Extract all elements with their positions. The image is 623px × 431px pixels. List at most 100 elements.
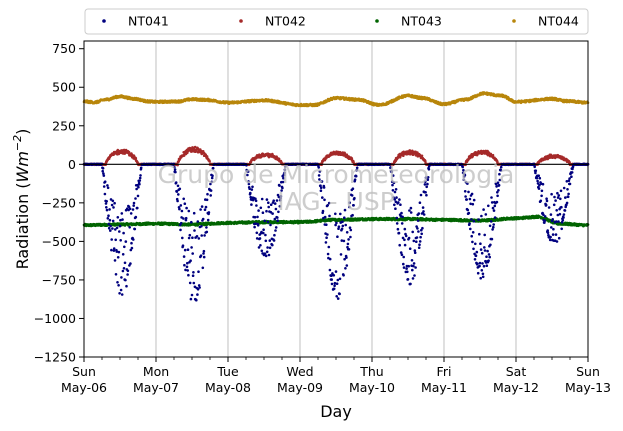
point-NT041 — [324, 241, 328, 244]
point-NT041 — [256, 224, 260, 227]
point-NT041 — [179, 204, 183, 207]
point-NT041 — [105, 200, 108, 203]
point-NT041 — [198, 286, 201, 289]
point-NT041 — [192, 211, 196, 215]
point-NT041 — [340, 227, 344, 231]
point-NT041 — [122, 231, 125, 235]
point-NT041 — [205, 198, 209, 202]
point-NT041 — [272, 199, 276, 202]
point-NT041 — [120, 293, 124, 296]
point-NT041 — [114, 273, 118, 276]
point-NT041 — [139, 166, 143, 170]
point-NT041 — [206, 192, 209, 196]
point-NT041 — [184, 268, 187, 272]
point-NT041 — [183, 202, 187, 205]
point-NT041 — [327, 245, 331, 249]
point-NT041 — [266, 246, 269, 249]
point-NT041 — [347, 248, 351, 251]
point-NT041 — [200, 234, 203, 237]
point-NT041 — [273, 233, 276, 237]
point-NT041 — [207, 211, 211, 214]
point-NT041 — [333, 284, 336, 288]
point-NT041 — [254, 222, 257, 225]
point-NT041 — [116, 281, 119, 284]
point-NT041 — [253, 215, 257, 219]
point-NT041 — [109, 229, 112, 232]
point-NT041 — [181, 236, 184, 240]
point-NT041 — [112, 247, 116, 250]
point-NT041 — [182, 255, 186, 258]
point-NT041 — [345, 264, 349, 267]
point-NT041 — [186, 269, 189, 272]
point-NT041 — [116, 255, 120, 259]
point-NT041 — [136, 194, 140, 198]
point-NT041 — [332, 287, 336, 291]
point-NT041 — [348, 226, 352, 229]
grid — [155, 41, 517, 357]
point-NT041 — [192, 281, 196, 285]
point-NT041 — [113, 259, 117, 262]
point-NT041 — [274, 229, 277, 232]
point-NT041 — [323, 215, 327, 219]
point-NT041 — [108, 208, 111, 211]
point-NT041 — [132, 201, 136, 205]
point-NT041 — [267, 253, 271, 257]
point-NT041 — [103, 180, 107, 183]
point-NT041 — [138, 183, 141, 186]
point-NT041 — [264, 254, 268, 258]
point-NT041 — [268, 239, 272, 242]
point-NT041 — [106, 186, 110, 190]
point-NT041 — [110, 248, 113, 252]
point-NT041 — [129, 262, 132, 265]
point-NT041 — [191, 252, 194, 255]
point-NT042 — [134, 156, 138, 160]
point-NT041 — [112, 206, 115, 209]
point-NT041 — [118, 292, 121, 295]
point-NT041 — [107, 226, 111, 230]
point-NT041 — [209, 194, 212, 197]
point-NT041 — [121, 253, 125, 256]
point-NT041 — [128, 226, 131, 229]
point-NT041 — [336, 235, 339, 238]
point-NT041 — [249, 191, 252, 195]
point-NT041 — [133, 227, 137, 231]
point-NT041 — [101, 169, 104, 173]
point-NT041 — [189, 297, 193, 301]
point-NT041 — [123, 261, 127, 265]
point-NT041 — [268, 246, 272, 250]
point-NT041 — [116, 216, 120, 219]
point-NT041 — [197, 237, 201, 240]
point-NT041 — [203, 208, 207, 211]
point-NT041 — [334, 270, 338, 273]
point-NT041 — [126, 269, 130, 273]
point-NT041 — [200, 205, 204, 208]
point-NT041 — [120, 212, 124, 215]
point-NT041 — [196, 293, 199, 296]
point-NT041 — [330, 278, 334, 281]
point-NT041 — [102, 174, 106, 177]
point-NT041 — [274, 226, 278, 229]
point-NT041 — [111, 227, 114, 230]
point-NT041 — [195, 235, 199, 238]
point-NT041 — [343, 216, 346, 219]
point-NT041 — [179, 221, 183, 225]
point-NT041 — [336, 297, 340, 300]
plot-area — [84, 41, 588, 357]
point-NT041 — [190, 293, 194, 297]
point-NT041 — [134, 215, 138, 219]
point-NT041 — [269, 223, 272, 227]
point-NT041 — [206, 218, 210, 222]
point-NT041 — [184, 216, 188, 220]
point-NT041 — [255, 231, 259, 235]
point-NT041 — [192, 271, 195, 274]
point-NT041 — [326, 252, 330, 256]
point-NT041 — [180, 209, 184, 213]
point-NT041 — [267, 201, 270, 204]
point-NT041 — [341, 224, 345, 228]
point-NT041 — [132, 238, 135, 241]
point-NT041 — [328, 257, 332, 261]
point-NT041 — [183, 248, 187, 252]
point-NT041 — [111, 219, 115, 223]
point-NT041 — [103, 192, 107, 196]
point-NT041 — [119, 288, 123, 292]
